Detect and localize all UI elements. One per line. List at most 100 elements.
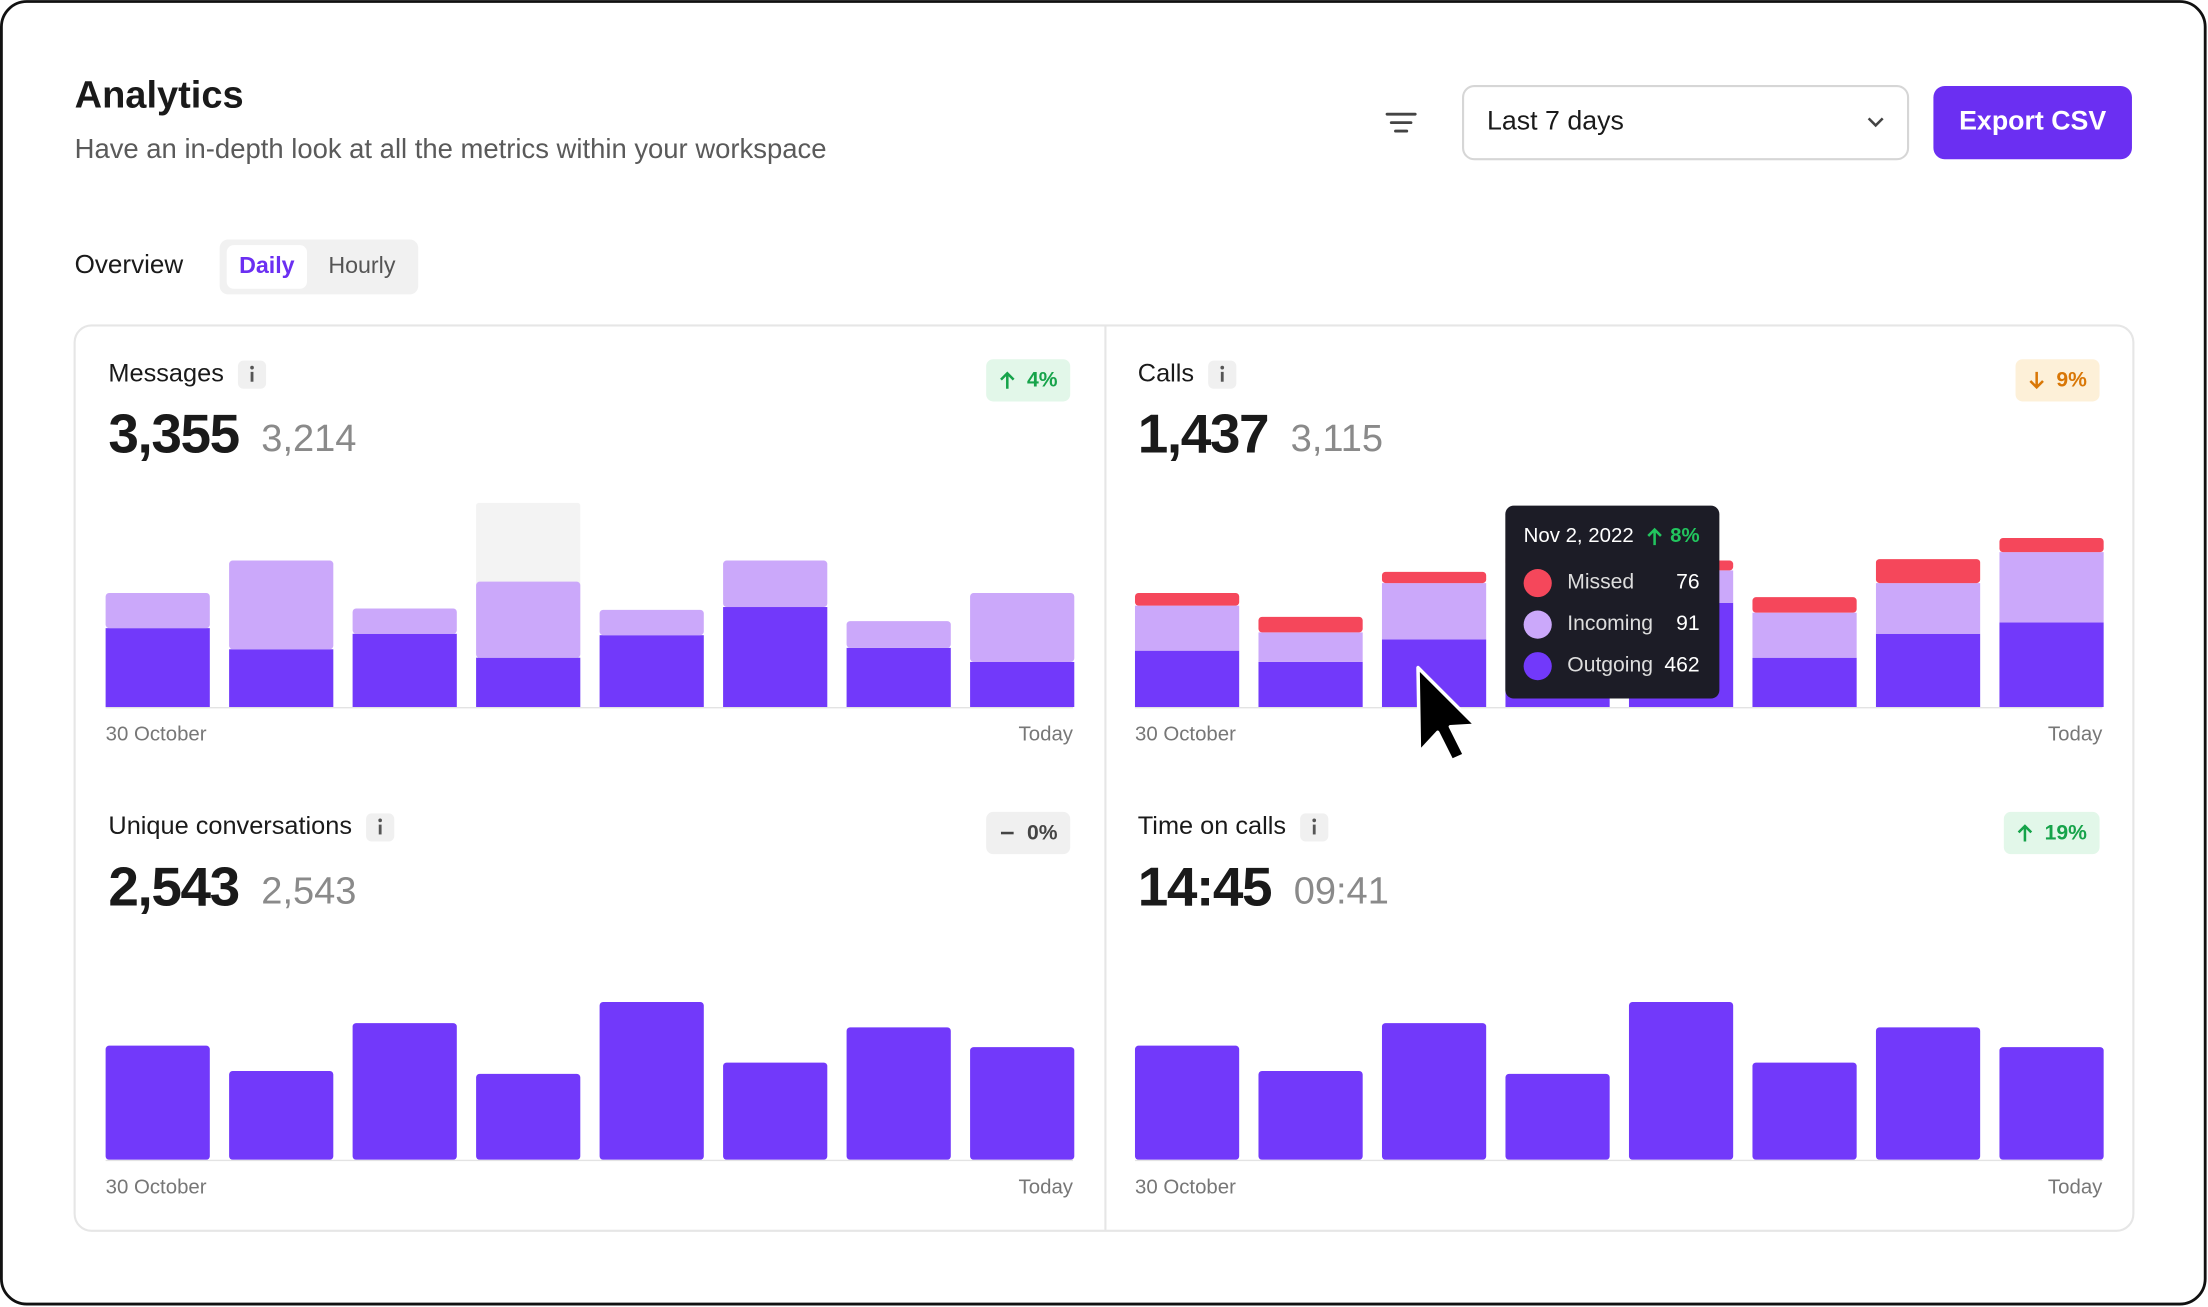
bar-segment bbox=[1875, 633, 1981, 708]
bar-segment bbox=[1505, 1073, 1610, 1160]
bar-segment bbox=[1134, 1045, 1240, 1160]
tooltip-series: Missed bbox=[1567, 571, 1634, 594]
bar-segment bbox=[846, 1027, 951, 1160]
tooltip-series: Incoming bbox=[1567, 612, 1653, 635]
bar-segment bbox=[1134, 605, 1240, 651]
bar-segment bbox=[1381, 583, 1487, 640]
bar-segment bbox=[1752, 597, 1857, 613]
x-start-label: 30 October bbox=[106, 1176, 207, 1198]
info-icon[interactable] bbox=[1300, 813, 1329, 842]
bar-segment bbox=[846, 621, 951, 648]
bar-segment bbox=[970, 661, 1075, 708]
bar-segment bbox=[1999, 1047, 2104, 1160]
bar-segment bbox=[1875, 583, 1981, 634]
export-button[interactable]: Export CSV bbox=[1933, 86, 2132, 160]
bar-segment bbox=[1381, 571, 1487, 584]
metric-title: Unique conversations bbox=[108, 812, 352, 840]
tab-active-bg bbox=[226, 245, 307, 289]
bar-segment bbox=[105, 1045, 210, 1160]
tooltip-change: 8% bbox=[1670, 525, 1699, 547]
bar-segment bbox=[1381, 1023, 1487, 1160]
tooltip-value: 462 bbox=[1664, 654, 1699, 677]
bar-segment bbox=[1628, 1002, 1734, 1160]
bar-segment bbox=[229, 649, 334, 708]
bar-segment bbox=[599, 609, 704, 636]
tooltip-bg bbox=[1505, 505, 1720, 699]
bar-segment bbox=[1752, 612, 1857, 658]
arrow-up-icon bbox=[2017, 824, 2033, 842]
tab-label: Hourly bbox=[328, 252, 395, 278]
metric-value: 3,355 bbox=[108, 403, 239, 465]
arrow-down-icon bbox=[2029, 371, 2044, 390]
bar-segment bbox=[970, 1047, 1075, 1160]
bar-segment bbox=[352, 608, 457, 634]
metric-previous: 2,543 bbox=[261, 871, 356, 913]
x-end-label: Today bbox=[1019, 724, 1074, 746]
change-value: 0% bbox=[1027, 821, 1058, 844]
x-start-label: 30 October bbox=[1135, 724, 1236, 746]
info-icon[interactable] bbox=[1208, 360, 1237, 389]
tooltip-swatch bbox=[1523, 652, 1552, 681]
change-badge bbox=[986, 359, 1071, 402]
tab[interactable]: Daily bbox=[226, 245, 307, 289]
metric-card: Unique conversations 2,543 2,543 0% 30 Octob… bbox=[105, 811, 1075, 1198]
info-icon[interactable] bbox=[237, 360, 267, 389]
metric-value: 14:45 bbox=[1138, 855, 1272, 917]
bar-segment bbox=[476, 581, 581, 658]
range-select[interactable]: Last 7 days bbox=[1462, 84, 1910, 161]
metric-title: Calls bbox=[1138, 359, 1194, 387]
change-badge bbox=[2003, 811, 2100, 855]
bar-segment bbox=[1134, 592, 1240, 606]
bar-segment bbox=[105, 628, 210, 708]
tooltip-value: 91 bbox=[1676, 612, 1699, 635]
bar-segment bbox=[229, 560, 334, 650]
arrow-up-icon bbox=[1000, 371, 1015, 389]
x-end-label: Today bbox=[2048, 1176, 2103, 1198]
tooltip-swatch bbox=[1523, 610, 1552, 639]
tooltip-swatch bbox=[1523, 569, 1552, 598]
bar-segment bbox=[1999, 538, 2104, 553]
bar-segment bbox=[1875, 559, 1981, 584]
bar-segment bbox=[105, 592, 210, 629]
info-icon[interactable] bbox=[366, 813, 395, 842]
bar-segment bbox=[1258, 1071, 1363, 1160]
export-label: Export CSV bbox=[1959, 106, 2106, 136]
bar-segment bbox=[476, 1073, 581, 1160]
metric-card: Calls 1,437 3,115 9% 30 October Today Nov 2, 2… bbox=[1134, 359, 2104, 763]
bar-segment bbox=[599, 1002, 704, 1160]
tooltip-date: Nov 2, 2022 bbox=[1524, 525, 1634, 547]
x-end-label: Today bbox=[2048, 724, 2103, 746]
metric-value: 2,543 bbox=[108, 855, 238, 917]
overview-label: Overview bbox=[75, 249, 184, 279]
metric-previous: 3,115 bbox=[1291, 418, 1383, 460]
arrow-up-icon bbox=[1647, 527, 1662, 546]
filter-button[interactable] bbox=[1385, 112, 1417, 133]
info-dot bbox=[378, 818, 383, 823]
x-end-label: Today bbox=[1019, 1176, 1074, 1198]
page-subtitle: Have an in-depth look at all the metrics… bbox=[75, 133, 827, 164]
change-value: 4% bbox=[1027, 369, 1058, 392]
info-dot bbox=[1220, 365, 1225, 370]
info-dot bbox=[1312, 818, 1317, 823]
bar-segment bbox=[1999, 622, 2104, 708]
bar-segment bbox=[352, 633, 457, 708]
change-badge bbox=[986, 811, 1071, 855]
metric-card: Messages 3,355 3,214 4% 30 October Today bbox=[105, 359, 1075, 746]
tooltip-value: 76 bbox=[1676, 571, 1699, 594]
bar-segment bbox=[1875, 1027, 1981, 1160]
metric-title: Time on calls bbox=[1138, 812, 1286, 840]
bar-segment bbox=[599, 635, 704, 708]
x-start-label: 30 October bbox=[1135, 1176, 1236, 1198]
bar-segment bbox=[476, 657, 581, 708]
bar-segment bbox=[970, 592, 1075, 662]
bar-segment bbox=[1752, 657, 1857, 708]
change-value: 9% bbox=[2056, 369, 2087, 392]
info-dot bbox=[250, 365, 254, 370]
tab[interactable]: Hourly bbox=[328, 252, 395, 278]
bar-segment bbox=[723, 1062, 828, 1160]
change-value: 19% bbox=[2045, 821, 2087, 844]
bar-segment bbox=[229, 1071, 334, 1160]
mouse-cursor bbox=[1416, 665, 1478, 763]
